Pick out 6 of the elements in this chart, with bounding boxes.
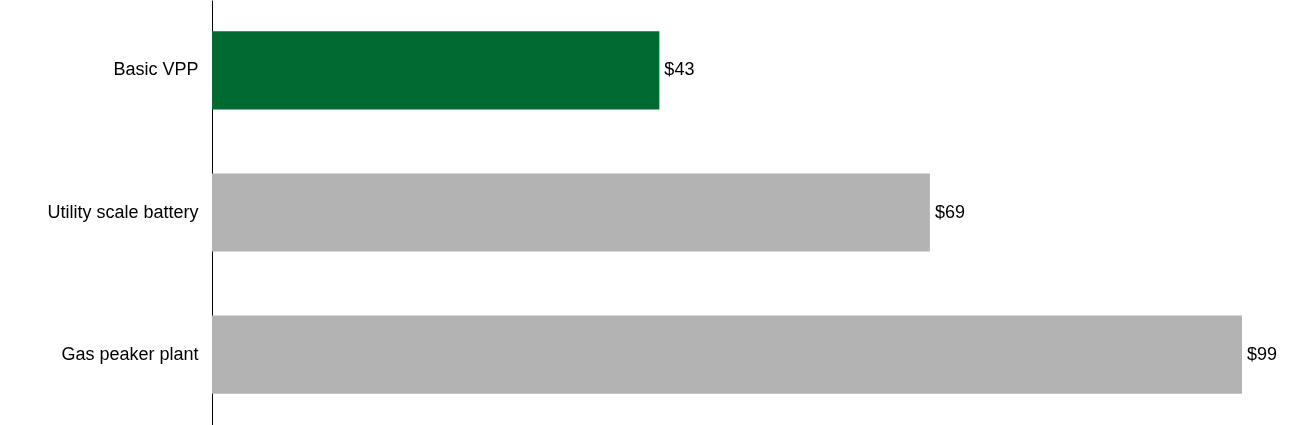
data-label: $69 xyxy=(934,201,965,222)
data-label: $99 xyxy=(1247,343,1278,364)
y-tick-label: Utility scale battery xyxy=(47,201,199,222)
data-label: $43 xyxy=(664,59,695,80)
y-tick-label: Basic VPP xyxy=(113,59,199,80)
y-tick-label: Gas peaker plant xyxy=(61,343,199,364)
